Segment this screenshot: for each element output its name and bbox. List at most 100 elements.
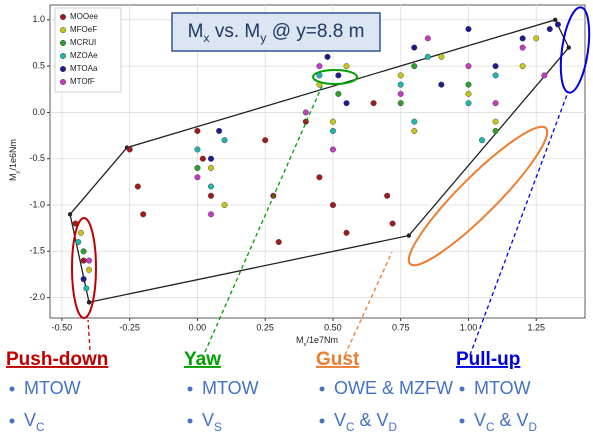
point: [438, 81, 445, 88]
point: [199, 155, 206, 162]
bullet: [319, 418, 325, 424]
point: [302, 109, 309, 116]
point: [83, 285, 90, 292]
point: [343, 229, 350, 236]
point: [207, 164, 214, 171]
point: [465, 100, 472, 107]
point: [411, 44, 418, 51]
subscript: y: [260, 31, 267, 45]
case-item: VS: [202, 410, 222, 434]
point: [140, 211, 147, 218]
point: [75, 239, 82, 246]
y-tick-label: 0.0: [32, 107, 45, 117]
text-part: & V: [494, 410, 528, 430]
point: [335, 90, 342, 97]
point: [324, 53, 331, 60]
subscript: D: [528, 421, 536, 434]
point: [546, 26, 553, 33]
plot-area: [49, 4, 586, 319]
point: [465, 63, 472, 70]
point: [479, 137, 486, 144]
bullet: [319, 386, 325, 392]
point: [329, 127, 336, 134]
point: [384, 192, 391, 199]
point: [316, 63, 323, 70]
point: [465, 90, 472, 97]
ellipse: [71, 217, 97, 319]
envelope-vertex: [406, 233, 412, 238]
point: [194, 146, 201, 153]
point: [397, 100, 404, 107]
point: [541, 72, 548, 79]
title-box: [171, 12, 381, 52]
point: [207, 155, 214, 162]
text-part: M: [188, 21, 204, 42]
x-tick-label: 1.25: [527, 322, 545, 332]
point: [397, 72, 404, 79]
subscript: x: [304, 342, 307, 348]
point: [343, 100, 350, 107]
point: [194, 174, 201, 181]
subscript: C: [486, 421, 494, 434]
case-item: VC & VD: [474, 410, 537, 434]
point: [554, 21, 561, 28]
x-tick-label: 0.00: [189, 322, 207, 332]
legend-label: MTOAa: [70, 64, 98, 73]
point: [343, 63, 350, 70]
point: [262, 137, 269, 144]
ellipse: [312, 69, 358, 85]
ellipse: [559, 6, 591, 94]
text-part: V: [474, 410, 486, 430]
point: [80, 248, 87, 255]
subscript: S: [214, 421, 222, 434]
ellipse: [407, 125, 549, 267]
text-part: MTOW: [24, 378, 81, 398]
point: [492, 72, 499, 79]
bullet: [187, 386, 193, 392]
point: [86, 266, 93, 273]
point: [519, 44, 526, 51]
point: [492, 63, 499, 70]
case-heading: Gust: [316, 349, 360, 370]
subscript: D: [388, 421, 396, 434]
subscript: x: [203, 31, 210, 45]
point: [329, 118, 336, 125]
envelope-vertex: [86, 300, 92, 305]
x-tick-label: 0.50: [324, 322, 342, 332]
legend-swatch: [60, 13, 67, 20]
point: [519, 35, 526, 42]
text-part: /1e6Nm: [8, 139, 18, 171]
case-item: VC & VD: [334, 410, 397, 434]
point: [492, 127, 499, 134]
point: [492, 118, 499, 125]
x-tick-label: 0.25: [256, 322, 274, 332]
point: [411, 118, 418, 125]
point: [77, 229, 84, 236]
legend-label: MZOAe: [70, 51, 98, 60]
point: [329, 146, 336, 153]
bullet: [9, 386, 15, 392]
point: [424, 53, 431, 60]
x-tick-label: -0.50: [52, 322, 73, 332]
text-part: M: [296, 335, 304, 345]
point: [216, 127, 223, 134]
point: [329, 202, 336, 209]
point: [275, 239, 282, 246]
legend-label: MOOee: [70, 12, 99, 21]
y-tick-label: -1.5: [29, 246, 45, 256]
point: [86, 257, 93, 264]
y-tick-label: -1.0: [29, 199, 45, 209]
point: [134, 183, 141, 190]
point: [80, 276, 87, 283]
text-part: V: [202, 410, 214, 430]
case-item: MTOW: [202, 378, 259, 398]
subscript: C: [36, 421, 44, 434]
legend: MOOee MFOeF MCRUI MZOAe MTOAa MTOfF: [54, 7, 122, 93]
legend-label: MTOfF: [70, 77, 95, 86]
point: [465, 26, 472, 33]
case-item: VC: [24, 410, 44, 434]
y-axis-label: My/1e6Nm: [8, 139, 20, 181]
case-item: MTOW: [474, 378, 531, 398]
subscript: C: [346, 421, 354, 434]
point: [207, 183, 214, 190]
